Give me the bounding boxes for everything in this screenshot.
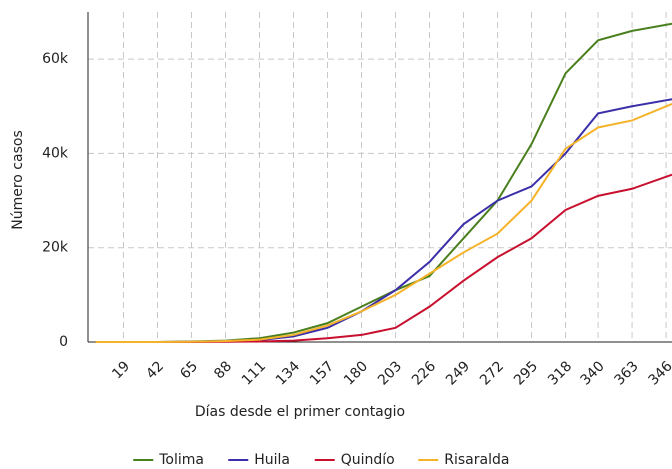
y-tick-label: 20k	[42, 240, 69, 256]
x-tick-label: 295	[511, 358, 541, 388]
x-tick-label: 157	[307, 358, 337, 388]
x-tick-label: 346	[646, 358, 672, 388]
line-series	[95, 22, 672, 343]
y-axis-title: Número casos	[10, 130, 26, 230]
x-tick-label: 340	[578, 358, 608, 388]
x-tick-label: 318	[545, 358, 575, 388]
x-tick-label: 363	[612, 358, 642, 388]
y-tick-label: 40k	[42, 145, 69, 161]
y-tick-label: 60k	[42, 51, 69, 67]
legend-label: Huila	[254, 452, 290, 468]
legend-label: Risaralda	[444, 452, 509, 468]
x-tick-label: 272	[477, 358, 507, 388]
y-tick-label: 0	[59, 334, 68, 350]
x-axis-title: Días desde el primer contagio	[195, 404, 405, 420]
x-tick-label: 111	[239, 358, 269, 388]
x-tick-label: 88	[211, 358, 235, 382]
line-series	[95, 173, 672, 343]
legend-label: Tolima	[158, 452, 204, 468]
x-tick-label: 42	[143, 358, 167, 382]
line-series	[95, 103, 672, 343]
x-tick-label: 134	[273, 358, 303, 388]
x-tick-label: 180	[341, 358, 371, 388]
x-tick-label: 226	[409, 358, 439, 388]
x-tick-label: 19	[109, 358, 133, 382]
x-tick-label: 65	[177, 358, 201, 382]
x-tick-label: 249	[443, 358, 473, 388]
legend-label: Quindío	[341, 452, 395, 468]
x-tick-label: 203	[375, 358, 405, 388]
